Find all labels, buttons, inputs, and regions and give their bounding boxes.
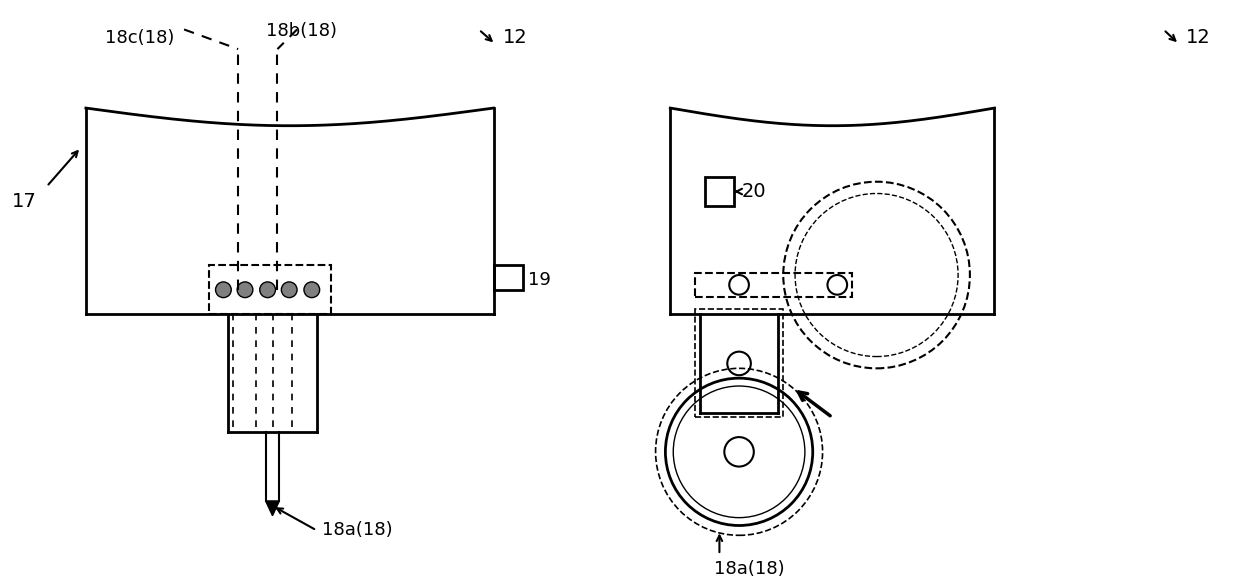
Text: 18a(18): 18a(18) [713, 560, 784, 578]
Circle shape [304, 282, 320, 298]
Text: 18c(18): 18c(18) [105, 30, 175, 48]
Bar [704, 177, 734, 206]
Bar [208, 265, 331, 314]
Text: 18b(18): 18b(18) [267, 21, 337, 39]
Circle shape [237, 282, 253, 298]
Polygon shape [265, 501, 279, 516]
Circle shape [259, 282, 275, 298]
Circle shape [281, 282, 298, 298]
Text: 17: 17 [12, 191, 37, 211]
Text: 18a(18): 18a(18) [321, 521, 392, 539]
Bar [694, 309, 784, 418]
Bar [494, 265, 523, 290]
Bar [694, 273, 852, 296]
Text: 12: 12 [503, 27, 528, 46]
Text: 20: 20 [742, 182, 766, 201]
Text: 19: 19 [528, 271, 551, 289]
Circle shape [216, 282, 231, 298]
Text: 12: 12 [1185, 27, 1210, 46]
